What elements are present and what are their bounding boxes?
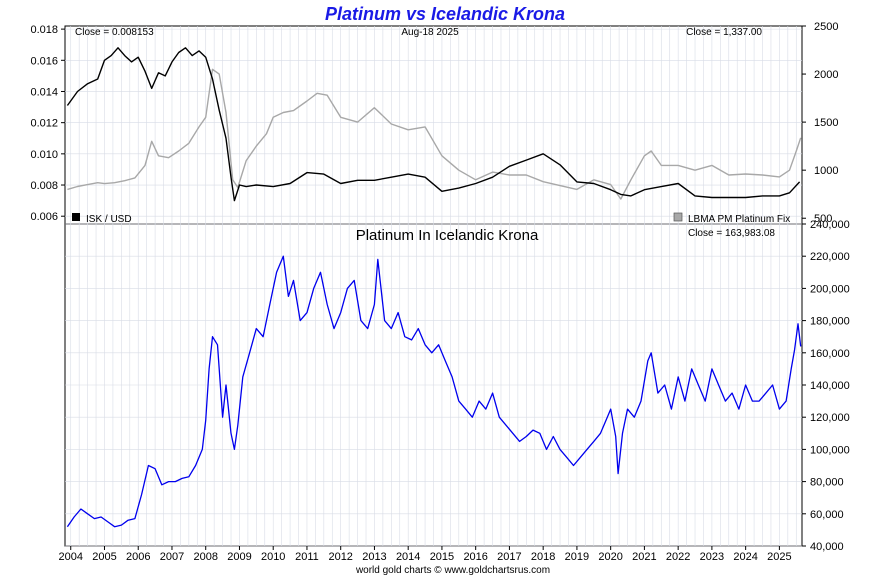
chart-title: Platinum vs Icelandic Krona xyxy=(325,4,565,24)
y-left-tick-label: 0.010 xyxy=(30,149,58,161)
y-bottom-tick-label: 60,000 xyxy=(810,509,844,521)
top-close-left: Close = 0.008153 xyxy=(75,27,154,38)
legend-isk-label: ISK / USD xyxy=(86,214,132,225)
axes: 2004 2005 2006 2007 2008 2009 2010 2011 2012 2013… xyxy=(30,21,849,563)
y-right-tick-label: 1000 xyxy=(814,165,838,177)
top-date: Aug-18 2025 xyxy=(401,27,459,38)
y-bottom-tick-label: 100,000 xyxy=(810,444,850,456)
x-tick-label: 2015 xyxy=(430,551,454,563)
legend-platinum-swatch xyxy=(673,212,683,222)
y-right-tick-label: 2500 xyxy=(814,21,838,33)
y-bottom-tick-label: 80,000 xyxy=(810,477,844,489)
y-bottom-tick-label: 200,000 xyxy=(810,283,850,295)
footer-credit: world gold charts © www.goldchartsrus.co… xyxy=(355,565,550,575)
x-tick-label: 2025 xyxy=(767,551,791,563)
x-tick-label: 2004 xyxy=(58,551,82,563)
top-grid xyxy=(65,26,802,224)
x-tick-label: 2014 xyxy=(396,551,420,563)
x-tick-label: 2010 xyxy=(261,551,285,563)
x-tick-label: 2022 xyxy=(666,551,690,563)
y-right-tick-label: 1500 xyxy=(814,117,838,129)
x-tick-label: 2021 xyxy=(632,551,656,563)
x-tick-label: 2013 xyxy=(362,551,386,563)
legend-isk-swatch xyxy=(72,213,80,221)
y-bottom-tick-label: 160,000 xyxy=(810,348,850,360)
y-left-tick-label: 0.006 xyxy=(30,211,58,223)
y-right-tick-label: 2000 xyxy=(814,69,838,81)
y-bottom-tick-label: 140,000 xyxy=(810,380,850,392)
y-bottom-tick-label: 220,000 xyxy=(810,251,850,263)
y-left-tick-label: 0.008 xyxy=(30,180,58,192)
top-close-right: Close = 1,337.00 xyxy=(686,27,762,38)
x-tick-label: 2018 xyxy=(531,551,555,563)
bottom-panel-title: Platinum In Icelandic Krona xyxy=(356,227,539,244)
series-line-isk-usd xyxy=(66,47,801,202)
x-tick-label: 2009 xyxy=(227,551,251,563)
x-tick-label: 2012 xyxy=(328,551,352,563)
y-right-tick-label: 500 xyxy=(814,213,832,225)
series-line-platinum xyxy=(67,68,802,200)
y-left-tick-label: 0.018 xyxy=(30,24,58,36)
bottom-close-right: Close = 163,983.08 xyxy=(688,228,775,239)
y-bottom-tick-label: 180,000 xyxy=(810,316,850,328)
y-left-tick-label: 0.016 xyxy=(30,55,58,67)
y-left-tick-label: 0.014 xyxy=(30,86,58,98)
x-tick-label: 2011 xyxy=(295,551,319,563)
x-tick-label: 2016 xyxy=(463,551,487,563)
y-bottom-tick-label: 240,000 xyxy=(810,219,850,231)
x-tick-label: 2017 xyxy=(497,551,521,563)
x-tick-label: 2008 xyxy=(193,551,217,563)
x-tick-label: 2006 xyxy=(126,551,150,563)
legend-platinum-label: LBMA PM Platinum Fix xyxy=(688,214,790,225)
y-left-tick-label: 0.012 xyxy=(30,118,58,130)
y-bottom-tick-label: 120,000 xyxy=(810,412,850,424)
y-bottom-tick-label: 40,000 xyxy=(810,541,844,553)
x-tick-label: 2007 xyxy=(160,551,184,563)
bottom-grid xyxy=(65,223,802,547)
series-layer xyxy=(66,47,802,528)
series-line-platinum-isk xyxy=(66,255,802,528)
x-tick-label: 2005 xyxy=(92,551,116,563)
x-tick-label: 2023 xyxy=(700,551,724,563)
x-tick-label: 2020 xyxy=(598,551,622,563)
x-tick-label: 2019 xyxy=(565,551,589,563)
x-tick-label: 2024 xyxy=(733,551,757,563)
